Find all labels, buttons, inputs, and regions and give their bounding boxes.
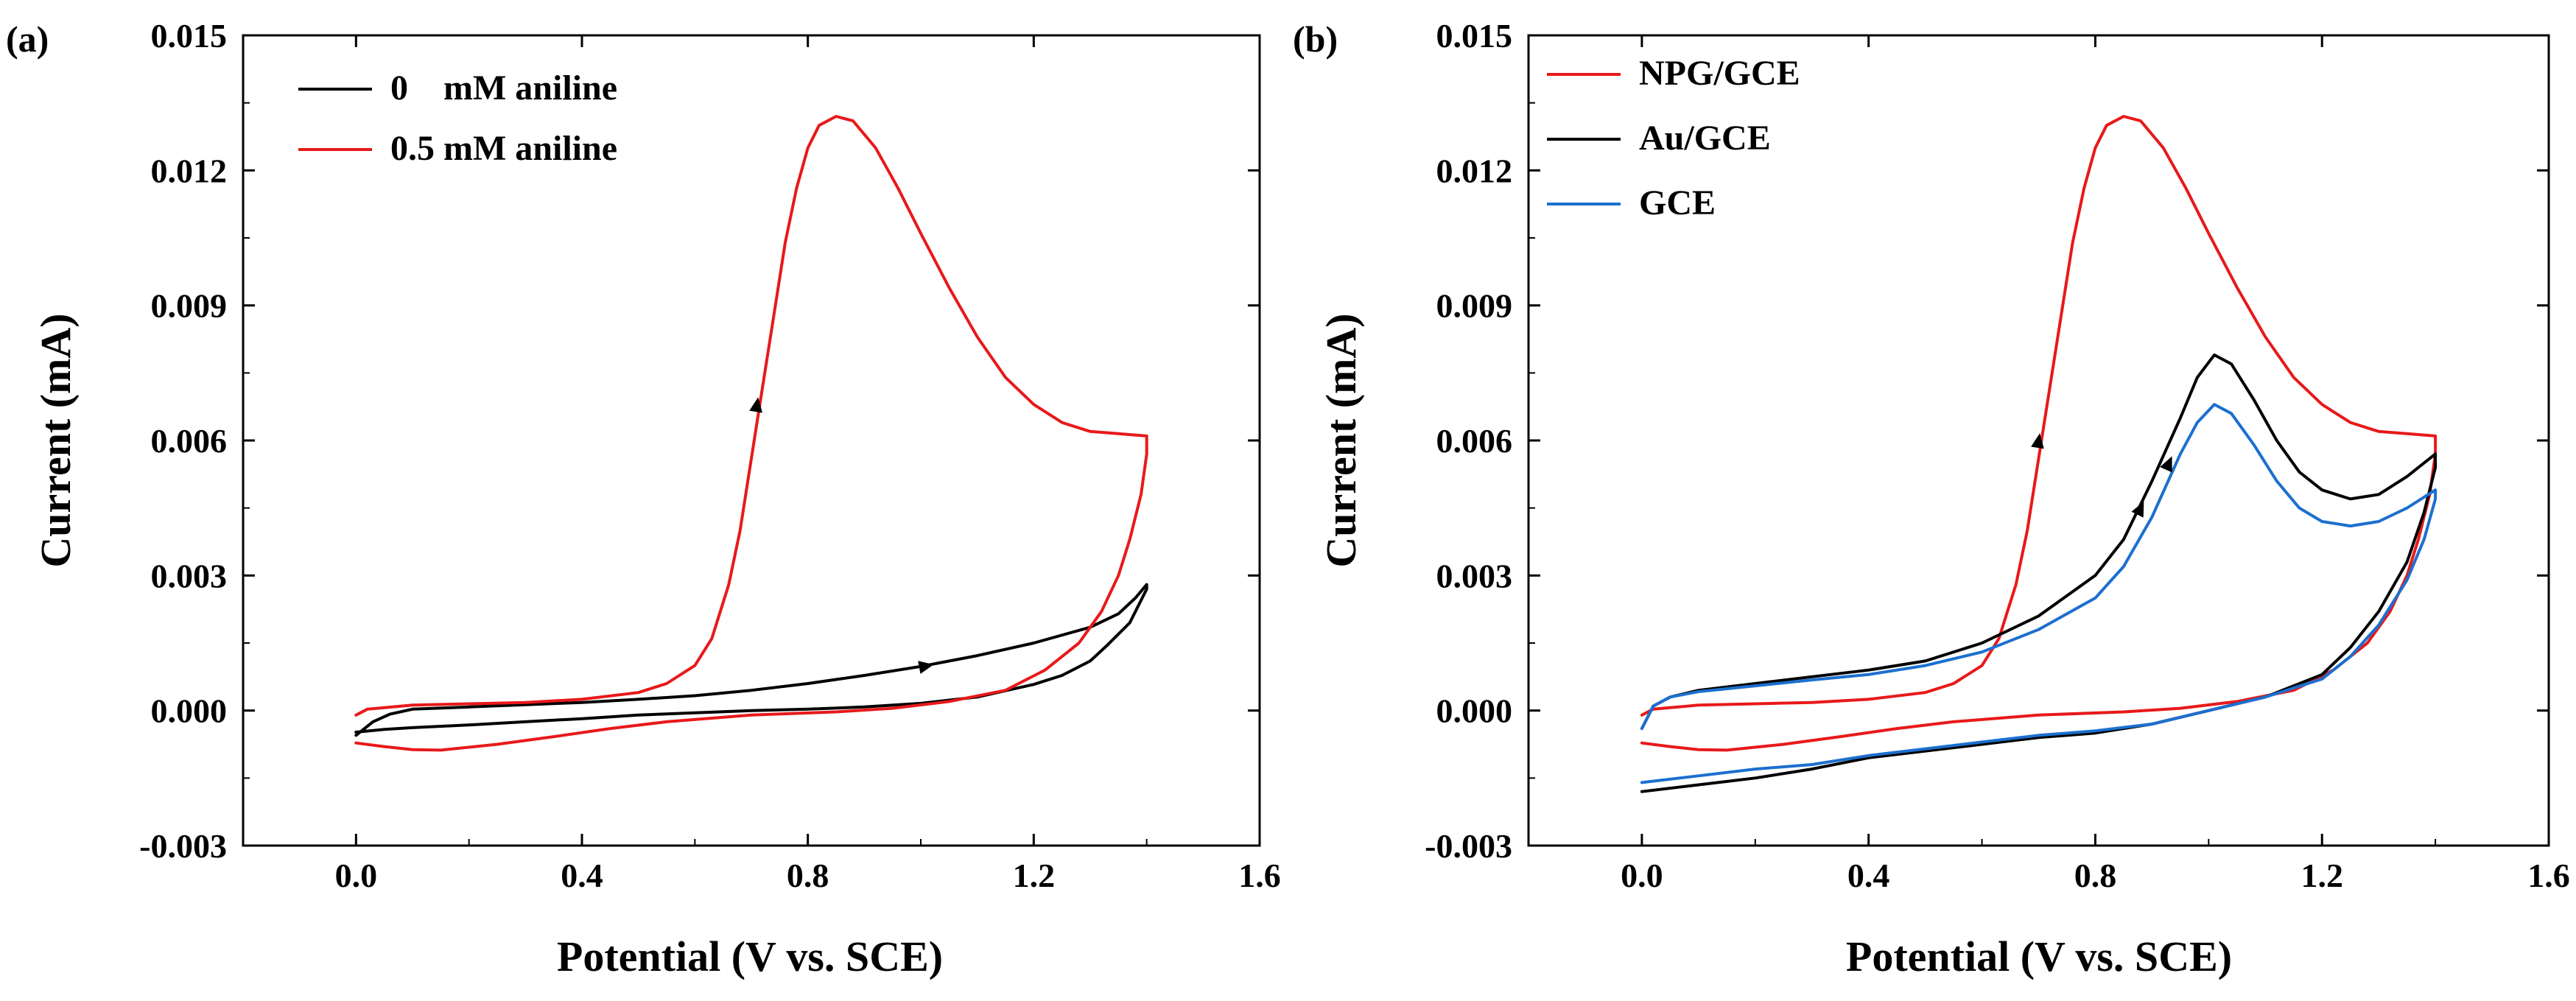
x-tick-label: 1.2 bbox=[2300, 857, 2343, 894]
direction-arrow bbox=[918, 661, 934, 674]
direction-arrow bbox=[2131, 501, 2144, 518]
series-line-npg-gce bbox=[1640, 115, 2438, 752]
y-tick-label: 0.003 bbox=[151, 557, 228, 594]
y-tick-label: 0.000 bbox=[1436, 692, 1513, 730]
y-tick-label: 0.015 bbox=[151, 17, 228, 55]
direction-arrow bbox=[749, 397, 762, 413]
y-tick-label: -0.003 bbox=[139, 827, 227, 865]
x-axis-title: Potential (V vs. SCE) bbox=[557, 932, 943, 980]
panel-label: (b) bbox=[1293, 18, 1338, 60]
x-tick-label: 1.2 bbox=[1013, 857, 1056, 894]
legend-label: 0.5 mM aniline bbox=[390, 129, 617, 168]
legend-label: 0 mM aniline bbox=[390, 69, 617, 108]
series-line-au-gce bbox=[1640, 353, 2438, 793]
y-tick-label: 0.015 bbox=[1436, 17, 1513, 55]
legend-label: NPG/GCE bbox=[1639, 54, 1800, 93]
x-tick-label: 0.4 bbox=[1847, 857, 1890, 894]
y-axis-title: Current (mA) bbox=[1317, 313, 1365, 567]
y-axis-title: Current (mA) bbox=[32, 313, 80, 567]
x-tick-label: 1.6 bbox=[2527, 857, 2570, 894]
series-line-gce bbox=[1640, 403, 2438, 784]
series-line-0-mm-aniline bbox=[354, 583, 1148, 737]
direction-arrow bbox=[2031, 433, 2044, 449]
x-tick-label: 0.8 bbox=[2074, 857, 2117, 894]
y-tick-label: 0.006 bbox=[1436, 422, 1513, 460]
x-tick-label: 1.6 bbox=[1238, 857, 1281, 894]
legend-label: GCE bbox=[1639, 183, 1716, 222]
y-tick-label: -0.003 bbox=[1425, 827, 1512, 865]
x-tick-label: 0.4 bbox=[561, 857, 603, 894]
legend-label: Au/GCE bbox=[1639, 119, 1771, 158]
panel-b: 0.0 0.4 0.8 1.2 1.6 -0.003 0.000 0.003 0.006 0.00… bbox=[1293, 17, 2570, 980]
x-tick-label: 0.0 bbox=[335, 857, 378, 894]
y-tick-label: 0.009 bbox=[1436, 287, 1513, 325]
y-tick-label: 0.009 bbox=[151, 287, 228, 325]
y-tick-label: 0.003 bbox=[1436, 557, 1513, 594]
x-tick-label: 0.8 bbox=[787, 857, 829, 894]
y-tick-label: 0.012 bbox=[151, 152, 228, 189]
y-tick-label: 0.006 bbox=[151, 422, 228, 460]
x-axis-title: Potential (V vs. SCE) bbox=[1846, 932, 2232, 980]
panel-a: 0.0 0.4 0.8 1.2 1.6 -0.003 0.000 0.003 0.006 0.00… bbox=[6, 17, 1281, 980]
x-tick-label: 0.0 bbox=[1621, 857, 1663, 894]
panel-label: (a) bbox=[6, 18, 49, 60]
y-tick-label: 0.012 bbox=[1436, 152, 1513, 189]
direction-arrow bbox=[2160, 456, 2172, 473]
series-line-0-5-mm-aniline bbox=[354, 115, 1148, 752]
y-tick-label: 0.000 bbox=[151, 692, 228, 730]
